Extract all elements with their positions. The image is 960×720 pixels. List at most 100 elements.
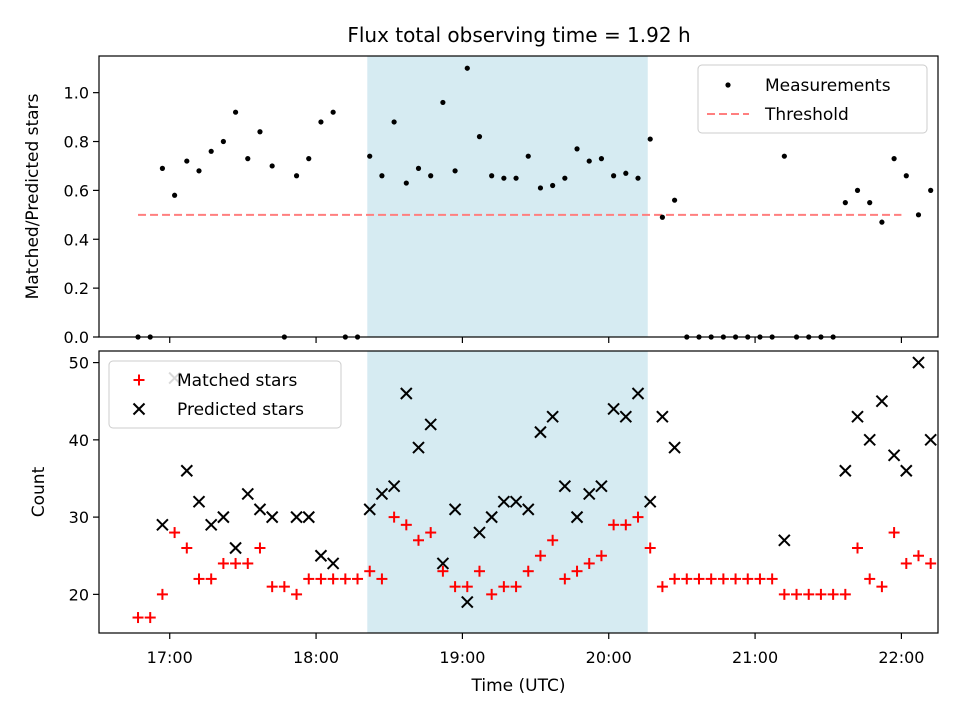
measurement-point — [415, 165, 422, 171]
predicted-stars-legend-marker — [132, 402, 146, 416]
measurement-point — [903, 173, 909, 179]
matched-star-point — [266, 581, 278, 593]
matched-star-point — [876, 581, 888, 593]
measurement-point — [501, 175, 507, 181]
matched-star-point — [754, 573, 766, 585]
matched-star-point — [864, 573, 876, 585]
matched-star-point — [583, 557, 595, 569]
predicted-star-point — [485, 510, 498, 524]
predicted-star-point — [497, 495, 511, 508]
x-tick-label: 21:00 — [732, 648, 778, 667]
predicted-star-point — [912, 356, 925, 369]
measurement-point — [659, 214, 665, 220]
measurement-point — [367, 153, 373, 159]
predicted-star-point — [375, 487, 389, 501]
matched-star-point — [376, 573, 388, 585]
matched-star-point — [632, 511, 644, 523]
predicted-star-point — [631, 387, 645, 400]
measurement-point — [635, 175, 641, 181]
measurement-point — [293, 173, 300, 179]
measurement-point — [257, 129, 263, 135]
x-marker — [132, 402, 146, 416]
matched-star-point — [413, 534, 425, 546]
measurement-point — [196, 168, 202, 174]
matched-star-point — [815, 588, 827, 600]
matched-star-point — [193, 573, 205, 585]
matched-star-point — [449, 581, 461, 593]
x-tick-label: 19:00 — [439, 648, 485, 667]
measurement-point — [172, 192, 178, 198]
measurement-point — [330, 109, 336, 115]
predicted-star-point — [509, 495, 523, 508]
predicted-star-point — [302, 510, 315, 524]
ratio-x-ticks — [169, 337, 903, 343]
matched-star-point — [291, 588, 303, 600]
predicted-star-point — [363, 503, 376, 516]
y-tick-label: 0.2 — [64, 279, 89, 298]
matched-star-point — [217, 557, 229, 569]
measurement-point — [915, 212, 922, 218]
predicted-star-point — [534, 425, 547, 439]
matched-star-point — [352, 573, 364, 585]
predicted-star-point — [253, 503, 267, 516]
matched-star-point — [315, 573, 327, 585]
matched-star-point — [437, 565, 449, 577]
plus-marker — [133, 374, 145, 386]
measurement-point — [391, 119, 397, 125]
count-legend: Matched stars Predicted stars — [108, 360, 342, 429]
matched-star-point — [327, 573, 339, 585]
predicted-star-point — [400, 387, 413, 400]
predicted-star-point — [265, 510, 279, 524]
predicted-star-point — [924, 433, 937, 447]
matched-star-point — [522, 565, 534, 577]
measurement-point — [671, 197, 678, 203]
measurement-point — [574, 146, 580, 152]
observing-window-shade — [367, 56, 648, 337]
measurements-legend-label: Measurements — [765, 76, 891, 96]
matched-star-point — [925, 557, 937, 569]
predicted-star-point — [546, 410, 559, 423]
matched-star-point — [254, 542, 266, 554]
matched-star-point — [156, 588, 168, 600]
threshold-legend-label: Threshold — [764, 105, 849, 125]
measurement-point — [623, 170, 629, 176]
matched-star-point — [595, 550, 607, 562]
predicted-star-point — [217, 510, 230, 524]
predicted-star-point — [180, 464, 194, 477]
predicted-star-point — [668, 441, 681, 454]
x-tick-label: 18:00 — [293, 648, 339, 667]
predicted-star-point — [558, 479, 572, 493]
predicted-star-point — [522, 503, 535, 516]
matched-star-point — [839, 588, 851, 600]
measurement-point — [318, 119, 324, 125]
measurement-point — [159, 165, 166, 171]
matched-star-point — [169, 527, 181, 539]
matched-star-point — [132, 612, 144, 624]
ratio-legend: Measurements Threshold — [697, 64, 928, 134]
measurement-point — [452, 168, 458, 174]
measurements-legend-marker — [725, 82, 731, 88]
ratio-panel-frame — [98, 55, 939, 338]
measurement-point — [245, 156, 251, 162]
matched-star-point — [644, 542, 656, 554]
matched-star-point — [778, 588, 790, 600]
ratio-y-axis-label: Matched/Predicted stars — [23, 93, 43, 299]
observing-window-shade — [367, 351, 648, 633]
matched-star-point — [278, 581, 290, 593]
predicted-star-point — [156, 518, 169, 532]
matched-star-point — [620, 519, 632, 531]
measurement-point — [867, 200, 873, 206]
measurement-point — [306, 156, 312, 162]
matched-stars-legend-label: Matched stars — [177, 371, 297, 391]
y-tick-label: 0.4 — [64, 230, 89, 249]
matched-star-point — [486, 588, 498, 600]
measurement-point — [464, 65, 470, 71]
predicted-star-point — [204, 518, 218, 532]
matched-star-point — [242, 557, 254, 569]
matched-star-point — [742, 573, 754, 585]
y-tick-label: 1.0 — [64, 84, 89, 103]
predicted-star-point — [192, 495, 206, 508]
predicted-star-point — [887, 449, 901, 462]
measurement-point — [598, 156, 605, 162]
measurement-point — [562, 175, 568, 181]
